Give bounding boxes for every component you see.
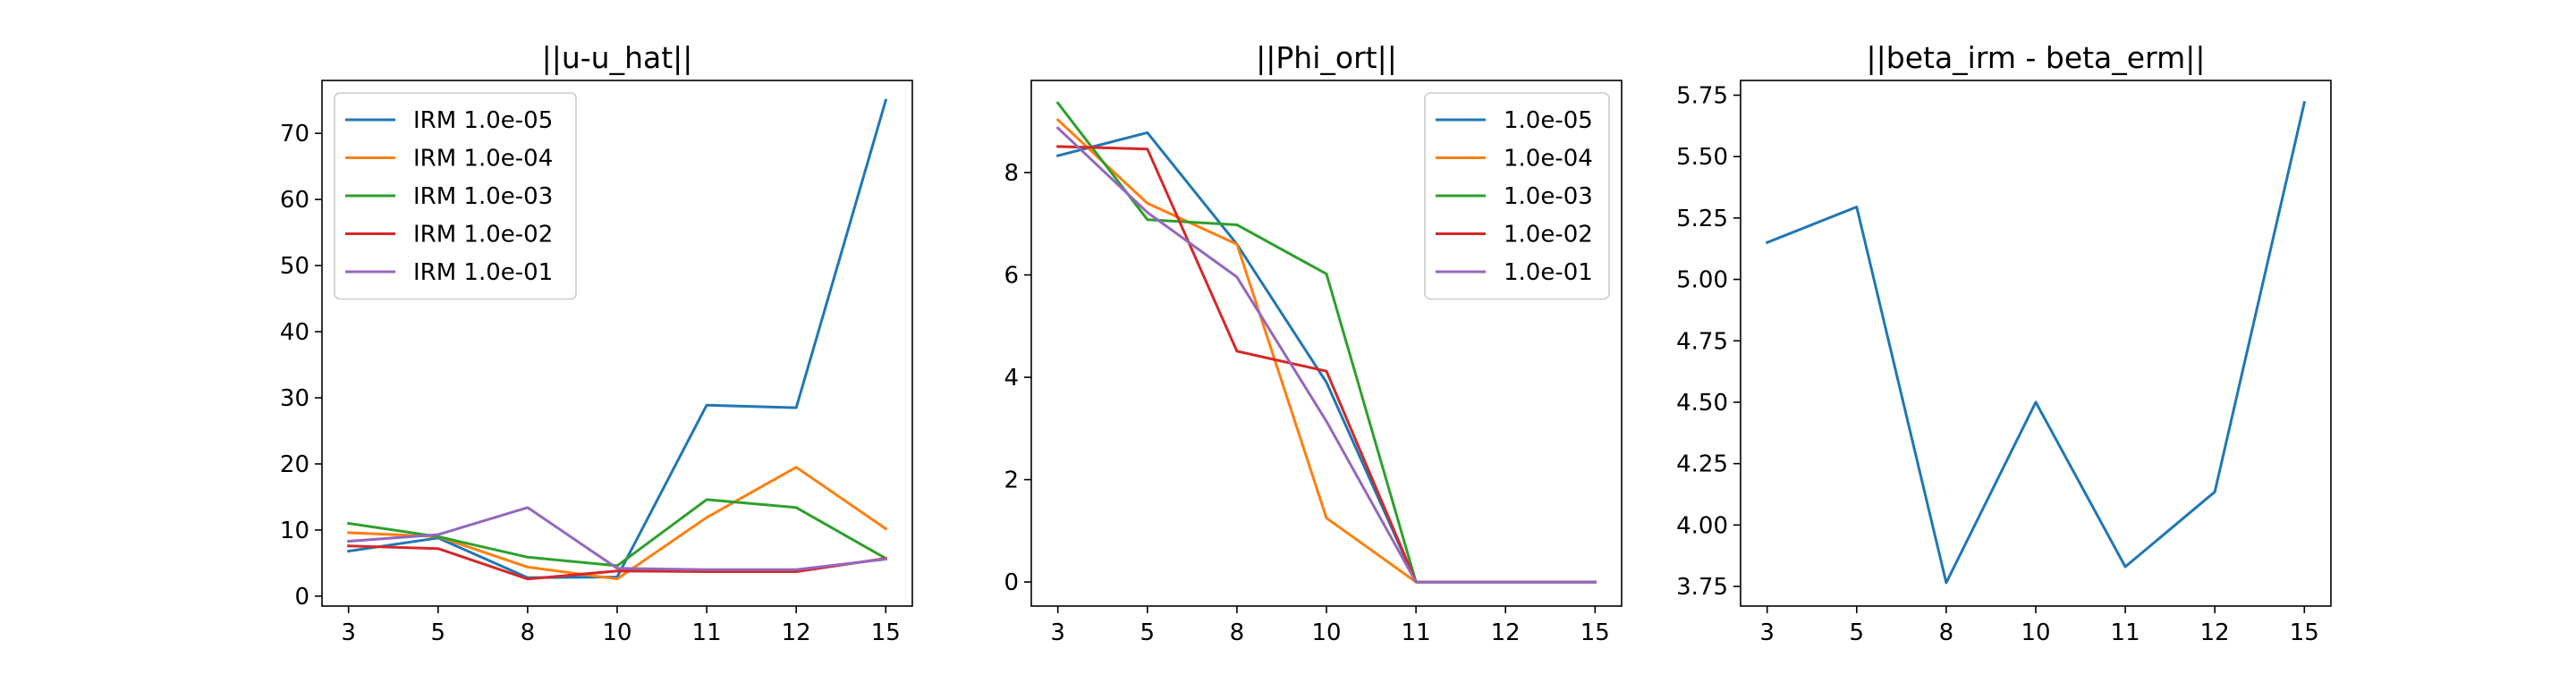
y-tick-label: 5.75	[1676, 82, 1728, 109]
y-tick-label: 0	[294, 584, 309, 611]
y-tick-label: 5.50	[1676, 144, 1728, 171]
axes-frame	[1030, 80, 1623, 607]
series-line-5	[1055, 126, 1597, 584]
chart-title: ||u-u_hat||	[542, 40, 693, 75]
x-tick-label: 10	[1311, 619, 1341, 646]
x-tick-label: 5	[1850, 619, 1865, 646]
y-tick-label: 5.25	[1676, 206, 1728, 232]
legend-label: IRM 1.0e-03	[413, 183, 553, 210]
y-tick-label: 4.00	[1676, 512, 1728, 539]
x-tick-label: 15	[1580, 619, 1610, 646]
x-tick-label: 8	[521, 619, 536, 646]
x-tick-label: 8	[1939, 619, 1954, 646]
x-tick-label: 11	[1402, 619, 1431, 646]
legend-label: IRM 1.0e-01	[413, 259, 553, 286]
x-tick-label: 12	[782, 619, 811, 646]
legend-label: 1.0e-01	[1504, 259, 1593, 286]
chart-title: ||beta_irm - beta_erm||	[1867, 40, 2206, 75]
y-tick-label: 4.25	[1676, 451, 1728, 478]
legend-label: IRM 1.0e-05	[413, 107, 553, 134]
x-tick-label: 5	[1140, 619, 1156, 646]
axes-frame	[321, 80, 913, 607]
y-tick-label: 70	[280, 121, 309, 147]
y-tick-label: 30	[280, 385, 309, 412]
legend-label: 1.0e-03	[1504, 183, 1593, 210]
legend-label: IRM 1.0e-04	[413, 146, 553, 173]
legend-box	[334, 92, 577, 300]
legend: IRM 1.0e-05 IRM 1.0e-04 IRM 1.0e-03 IRM 1.0…	[334, 92, 577, 300]
series-line-1	[1765, 100, 2307, 585]
x-tick-label: 10	[602, 619, 631, 646]
y-tick-label: 3.75	[1676, 574, 1728, 601]
axes-frame	[1740, 80, 2332, 607]
series-line-5	[347, 506, 887, 571]
y-tick-label: 4.50	[1676, 390, 1728, 417]
series-line-2	[347, 466, 888, 581]
x-tick-label: 3	[341, 619, 356, 646]
x-tick-label: 12	[2200, 619, 2230, 646]
y-tick-label: 6	[1004, 263, 1019, 290]
chart-panel-2: ||Phi_ort||3 5 8 10 11 12 15024681.0e-051.0e-0…	[1004, 40, 1623, 646]
legend-label: 1.0e-04	[1504, 146, 1593, 173]
y-tick-label: 2	[1004, 468, 1019, 494]
y-tick-label: 10	[280, 518, 309, 544]
legend-label: 1.0e-02	[1504, 222, 1593, 249]
y-tick-label: 50	[280, 253, 309, 280]
x-tick-label: 3	[1759, 619, 1775, 646]
series-line-4	[347, 544, 888, 581]
x-tick-label: 15	[871, 619, 901, 646]
y-tick-label: 4.75	[1676, 328, 1728, 355]
y-tick-label: 40	[280, 319, 309, 346]
x-tick-label: 15	[2290, 619, 2319, 646]
y-tick-label: 8	[1004, 160, 1019, 187]
x-tick-label: 10	[2021, 619, 2050, 646]
y-tick-label: 60	[280, 187, 309, 214]
legend: 1.0e-05 1.0e-04 1.0e-03 1.0e-02 1.0e-01	[1424, 92, 1610, 300]
x-tick-label: 11	[2111, 619, 2140, 646]
chart-title: ||Phi_ort||	[1256, 40, 1397, 75]
legend-label: 1.0e-05	[1504, 107, 1593, 134]
series-line-3	[346, 498, 888, 568]
chart-panel-3: ||beta_irm - beta_erm|| 3 5 8 10 11 12 15 3.75 4.…	[1676, 40, 2332, 646]
legend-box	[1424, 92, 1610, 300]
x-tick-label: 11	[692, 619, 722, 646]
x-tick-label: 5	[431, 619, 446, 646]
x-tick-label: 8	[1230, 619, 1245, 646]
y-tick-label: 4	[1004, 365, 1019, 392]
x-tick-label: 3	[1050, 619, 1065, 646]
y-tick-label: 5.00	[1676, 267, 1728, 294]
y-tick-label: 0	[1004, 569, 1019, 596]
legend-label: IRM 1.0e-02	[413, 222, 553, 249]
chart-panel-1: ||u-u_hat|| 3 5 8 10 11 12 15 0 10 20 30 40 50 60 70 IRM…	[280, 40, 913, 646]
y-tick-label: 20	[280, 451, 309, 478]
x-tick-label: 12	[1491, 619, 1521, 646]
